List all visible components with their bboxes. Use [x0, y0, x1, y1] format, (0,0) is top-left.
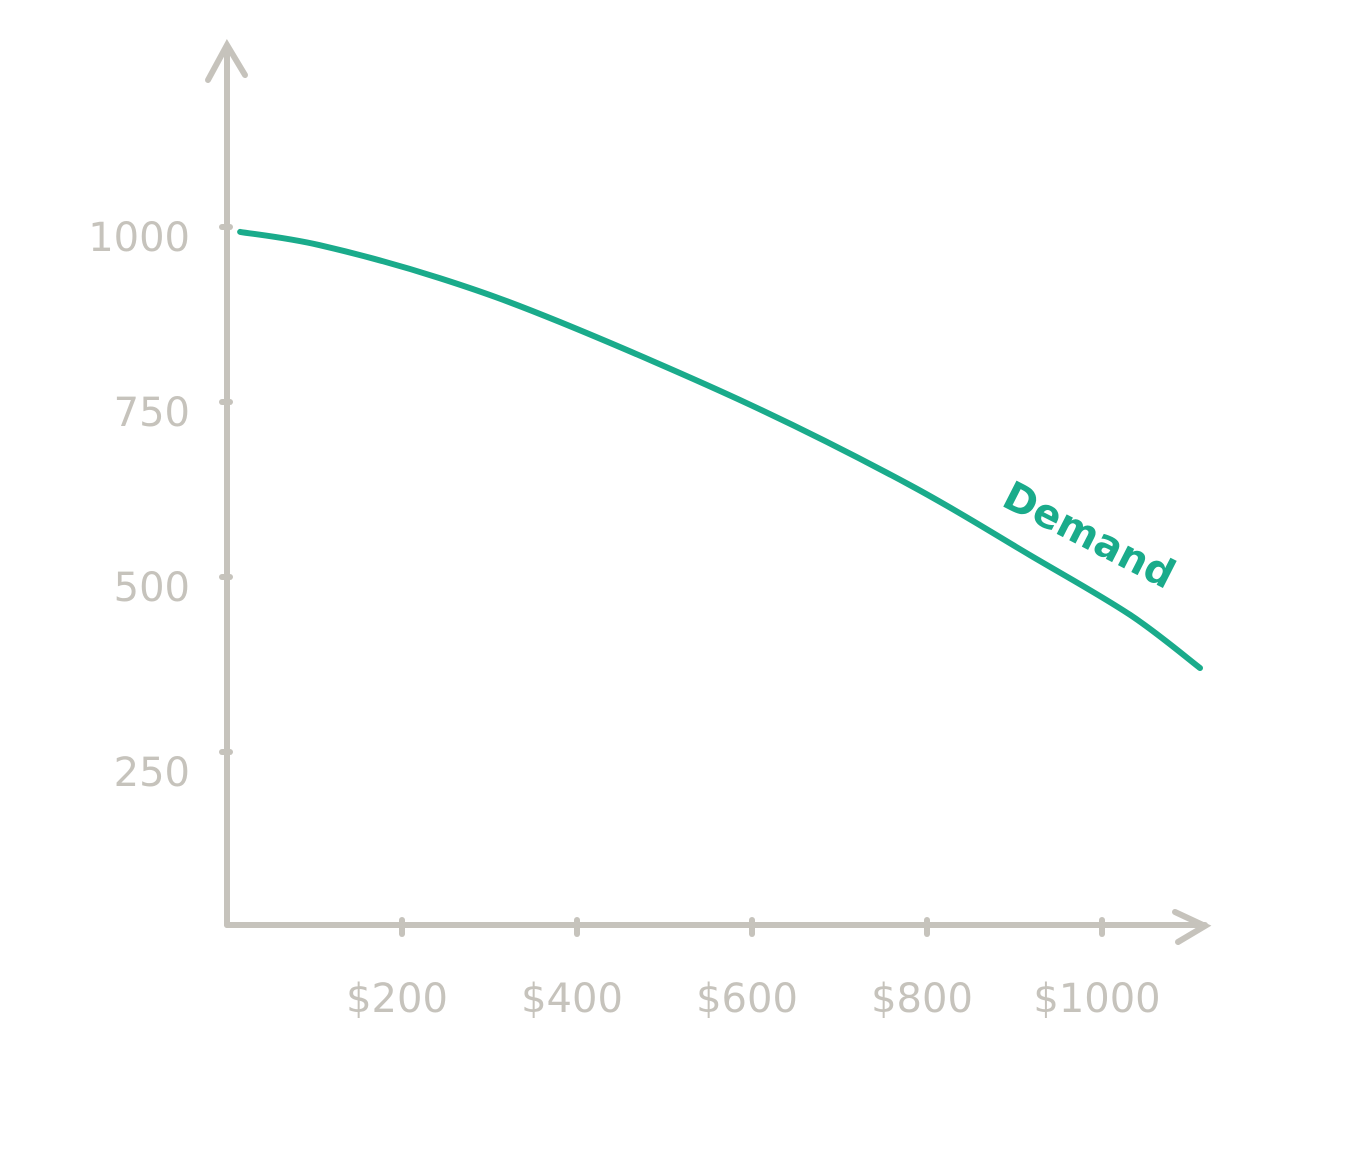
y-tick-label: 1000 [88, 215, 190, 261]
y-tick-label: 500 [114, 565, 190, 611]
axes [205, 38, 1212, 945]
x-axis-arrow [1172, 909, 1212, 945]
demand-line [237, 228, 1203, 671]
y-tick-label: 250 [114, 750, 190, 796]
series-label: Demand [995, 473, 1182, 598]
x-tick-label: $200 [346, 976, 448, 1022]
x-tick-label: $600 [696, 976, 798, 1022]
x-tick-label: $400 [521, 976, 623, 1022]
x-tick-label: $1000 [1033, 976, 1160, 1022]
y-tick-label: 750 [114, 390, 190, 436]
x-tick-label: $800 [871, 976, 973, 1022]
y-axis-arrow [205, 38, 248, 83]
